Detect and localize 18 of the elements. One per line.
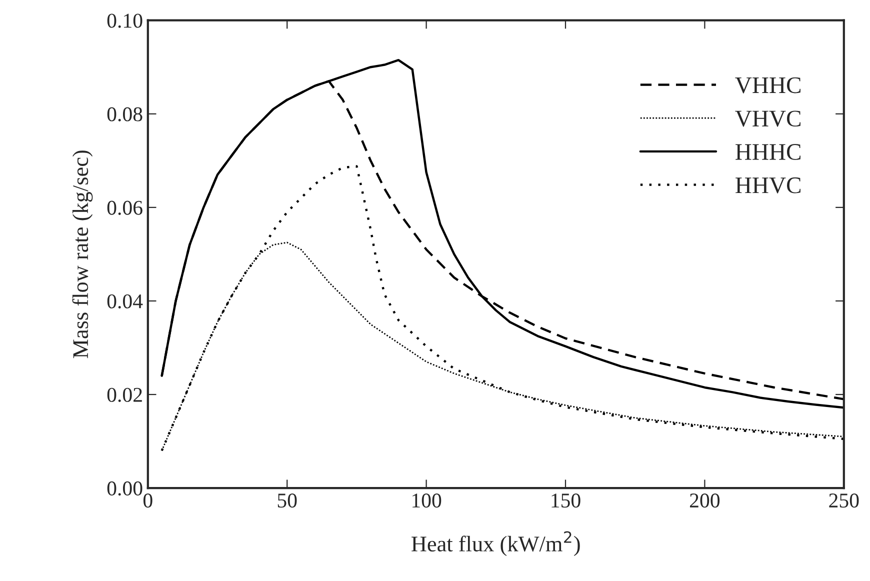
legend-label: VHVC xyxy=(735,110,800,127)
legend-label: HHVC xyxy=(736,177,800,194)
x-tick-label: 250 xyxy=(829,494,859,508)
x-axis-title: Heat flux (kW/m$^{2}$) xyxy=(412,531,580,556)
y-tick-label: 0.10 xyxy=(107,14,142,28)
y-tick-label: 0.00 xyxy=(107,481,142,496)
y-tick-label: 0.04 xyxy=(107,294,143,308)
y-axis-title: Mass flow rate (kg/sec) xyxy=(72,150,93,358)
x-tick-label: 50 xyxy=(278,494,297,508)
x-tick-label: 100 xyxy=(412,494,442,508)
legend-label: HHHC xyxy=(736,144,800,160)
y-tick-label: 0.06 xyxy=(107,200,142,215)
y-tick-label: 0.02 xyxy=(107,388,142,402)
y-tick-label: 0.08 xyxy=(107,107,142,122)
x-tick-label: 150 xyxy=(552,494,580,508)
legend-label: VHHC xyxy=(735,77,800,94)
x-tick-label: 0 xyxy=(143,494,152,508)
x-tick-label: 200 xyxy=(690,494,720,508)
